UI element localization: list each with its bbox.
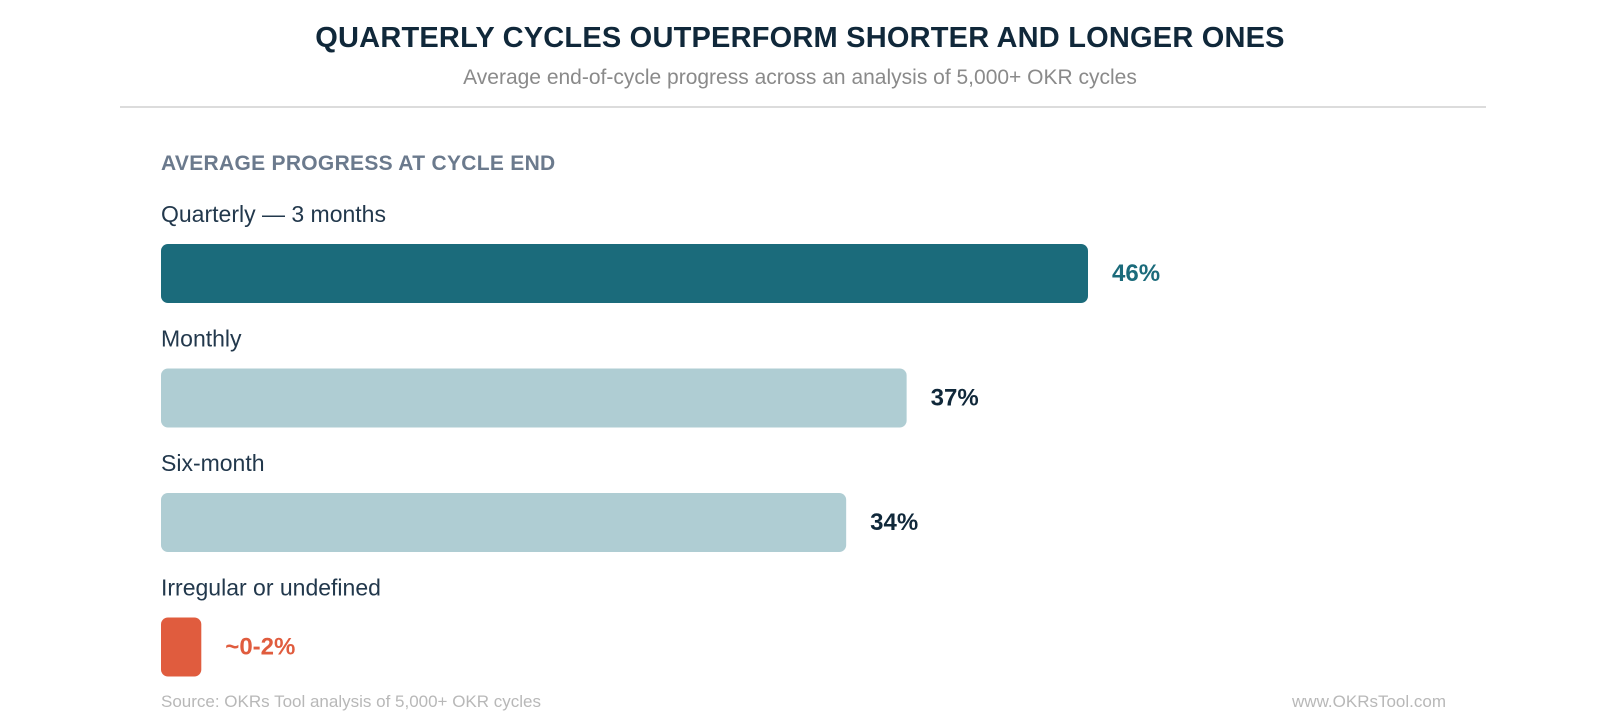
chart-title: QUARTERLY CYCLES OUTPERFORM SHORTER AND …	[315, 22, 1285, 54]
bar-monthly	[161, 368, 907, 428]
category-label-six-month: Six-month	[161, 450, 265, 476]
category-label-irregular-or-undefined: Irregular or undefined	[161, 575, 381, 601]
website-link[interactable]: www.OKRsTool.com	[1292, 692, 1446, 711]
bar-irregular-or-undefined	[161, 617, 202, 677]
category-label-monthly: Monthly	[161, 326, 242, 352]
value-label-quarterly-3-months: 46%	[1112, 260, 1160, 287]
chart-subtitle: Average end-of-cycle progress across an …	[463, 66, 1137, 89]
header-divider	[120, 106, 1486, 108]
value-label-six-month: 34%	[870, 509, 918, 536]
category-label-quarterly-3-months: Quarterly — 3 months	[161, 201, 386, 227]
value-label-irregular-or-undefined: ~0-2%	[225, 633, 295, 660]
bar-six-month	[161, 493, 847, 552]
section-label: AVERAGE PROGRESS AT CYCLE END	[161, 152, 556, 175]
bar-quarterly-3-months	[161, 244, 1088, 303]
value-label-monthly: 37%	[931, 384, 979, 411]
source-note: Source: OKRs Tool analysis of 5,000+ OKR…	[161, 692, 542, 711]
